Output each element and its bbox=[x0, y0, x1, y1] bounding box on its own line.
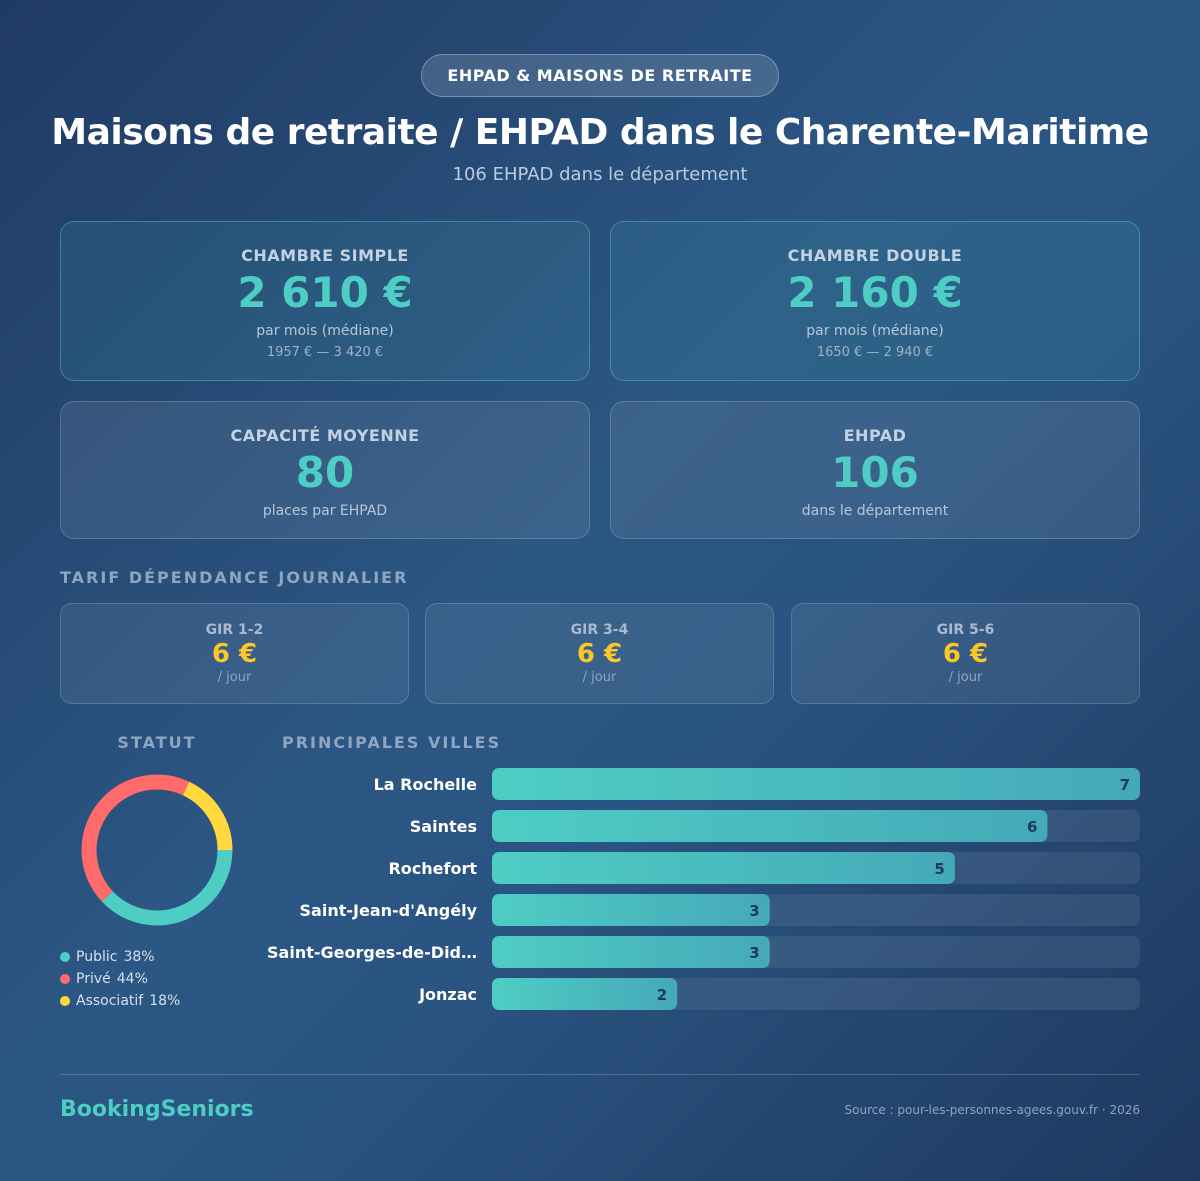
bar-value: 6 bbox=[1027, 818, 1037, 836]
gir-label: GIR 3-4 bbox=[570, 622, 629, 638]
legend-value: 18% bbox=[149, 993, 181, 1009]
bar-label: Rochefort bbox=[388, 859, 477, 878]
gir-card: GIR 5-6 6 € / jour bbox=[791, 603, 1140, 704]
bar-value: 7 bbox=[1120, 776, 1130, 794]
legend: Public 38% Privé 44% Associatif 18% bbox=[60, 946, 180, 1012]
divider bbox=[60, 1074, 1140, 1075]
bar-label: Saintes bbox=[410, 817, 477, 836]
gir-unit: / jour bbox=[948, 670, 983, 685]
price-card: CHAMBRE DOUBLE 2 160 € par mois (médiane… bbox=[610, 221, 1140, 381]
legend-label: Public bbox=[76, 949, 118, 965]
card-value: 2 160 € bbox=[787, 268, 963, 317]
brand: BookingSeniors bbox=[60, 1097, 254, 1122]
card-value: 106 bbox=[831, 448, 919, 497]
charts: La Rochelle 7 Saintes 6 Rochefort 5 Saint-Jean… bbox=[81, 768, 1140, 1010]
bar-label: Saint-Jean-d'Angély bbox=[300, 901, 478, 920]
section-title: TARIF DÉPENDANCE JOURNALIER bbox=[60, 568, 409, 587]
card-unit: places par EHPAD bbox=[262, 503, 388, 519]
gir-label: GIR 1-2 bbox=[205, 622, 264, 638]
bar-label: Jonzac bbox=[418, 985, 477, 1004]
legend-value: 38% bbox=[123, 949, 155, 965]
card-range: 1957 € — 3 420 € bbox=[266, 345, 384, 360]
gir-label: GIR 5-6 bbox=[936, 622, 995, 638]
bar-value: 3 bbox=[749, 944, 759, 962]
card-label: CHAMBRE DOUBLE bbox=[787, 246, 963, 265]
legend-label: Associatif bbox=[76, 993, 144, 1009]
bar-label: Saint-Georges-de-Did… bbox=[267, 943, 477, 962]
card-unit: par mois (médiane) bbox=[256, 323, 394, 339]
card-label: CHAMBRE SIMPLE bbox=[241, 246, 409, 265]
gir-unit: / jour bbox=[582, 670, 617, 685]
card-label: CAPACITÉ MOYENNE bbox=[230, 426, 420, 445]
legend-dot bbox=[60, 952, 70, 962]
bar bbox=[492, 852, 955, 884]
bar bbox=[492, 978, 678, 1010]
badge: EHPAD & MAISONS DE RETRAITE bbox=[421, 54, 779, 97]
bar bbox=[492, 894, 770, 926]
chart-title: PRINCIPALES VILLES bbox=[282, 733, 502, 752]
gir-card: GIR 3-4 6 € / jour bbox=[425, 603, 774, 704]
gir-value: 6 € bbox=[211, 639, 258, 669]
legend-entry: Associatif 18% bbox=[60, 990, 180, 1012]
card-unit: dans le département bbox=[801, 503, 949, 519]
card-value: 2 610 € bbox=[237, 268, 413, 317]
card-label: EHPAD bbox=[843, 426, 907, 445]
donut-segment bbox=[81, 774, 233, 926]
source: Source : pour-les-personnes-agees.gouv.f… bbox=[844, 1103, 1140, 1117]
legend-value: 44% bbox=[116, 971, 148, 987]
gir-value: 6 € bbox=[942, 639, 989, 669]
legend-dot bbox=[60, 996, 70, 1006]
bar-label: La Rochelle bbox=[374, 775, 478, 794]
bar-value: 5 bbox=[934, 860, 944, 878]
card-value: 80 bbox=[295, 448, 355, 497]
gir-value: 6 € bbox=[576, 639, 623, 669]
legend-dot bbox=[60, 974, 70, 984]
legend-label: Privé bbox=[76, 971, 111, 987]
chart-title: STATUT bbox=[117, 733, 197, 752]
title: Maisons de retraite / EHPAD dans le Char… bbox=[51, 112, 1149, 153]
legend-entry: Privé 44% bbox=[60, 968, 180, 990]
stat-card: CAPACITÉ MOYENNE 80 places par EHPAD bbox=[60, 401, 590, 539]
price-card: CHAMBRE SIMPLE 2 610 € par mois (médiane… bbox=[60, 221, 590, 381]
card-range: 1650 € — 2 940 € bbox=[816, 345, 934, 360]
bar bbox=[492, 810, 1048, 842]
legend-entry: Public 38% bbox=[60, 946, 180, 968]
bar bbox=[492, 768, 1140, 800]
gir-card: GIR 1-2 6 € / jour bbox=[60, 603, 409, 704]
bar bbox=[492, 936, 770, 968]
gir-unit: / jour bbox=[217, 670, 252, 685]
card-unit: par mois (médiane) bbox=[806, 323, 944, 339]
bar-value: 2 bbox=[657, 986, 667, 1004]
stat-card: EHPAD 106 dans le département bbox=[610, 401, 1140, 539]
subtitle: 106 EHPAD dans le département bbox=[452, 164, 748, 185]
bar-value: 3 bbox=[749, 902, 759, 920]
donut-segment bbox=[81, 774, 233, 926]
